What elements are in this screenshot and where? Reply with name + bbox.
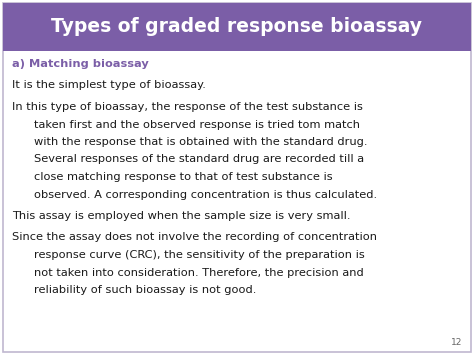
- Text: taken first and the observed response is tried tom match: taken first and the observed response is…: [34, 120, 360, 130]
- Text: with the response that is obtained with the standard drug.: with the response that is obtained with …: [34, 137, 367, 147]
- Text: 12: 12: [451, 338, 462, 347]
- Text: not taken into consideration. Therefore, the precision and: not taken into consideration. Therefore,…: [34, 268, 364, 278]
- Text: Since the assay does not involve the recording of concentration: Since the assay does not involve the rec…: [12, 233, 377, 242]
- Text: It is the simplest type of bioassay.: It is the simplest type of bioassay.: [12, 81, 206, 91]
- Text: This assay is employed when the sample size is very small.: This assay is employed when the sample s…: [12, 211, 350, 221]
- FancyBboxPatch shape: [3, 3, 471, 51]
- Text: a) Matching bioassay: a) Matching bioassay: [12, 59, 149, 69]
- FancyBboxPatch shape: [3, 3, 471, 352]
- Text: In this type of bioassay, the response of the test substance is: In this type of bioassay, the response o…: [12, 102, 363, 112]
- Text: Several responses of the standard drug are recorded till a: Several responses of the standard drug a…: [34, 154, 364, 164]
- Text: reliability of such bioassay is not good.: reliability of such bioassay is not good…: [34, 285, 256, 295]
- Text: observed. A corresponding concentration is thus calculated.: observed. A corresponding concentration …: [34, 190, 377, 200]
- Text: close matching response to that of test substance is: close matching response to that of test …: [34, 172, 333, 182]
- Text: Types of graded response bioassay: Types of graded response bioassay: [52, 17, 422, 37]
- Text: response curve (CRC), the sensitivity of the preparation is: response curve (CRC), the sensitivity of…: [34, 250, 365, 260]
